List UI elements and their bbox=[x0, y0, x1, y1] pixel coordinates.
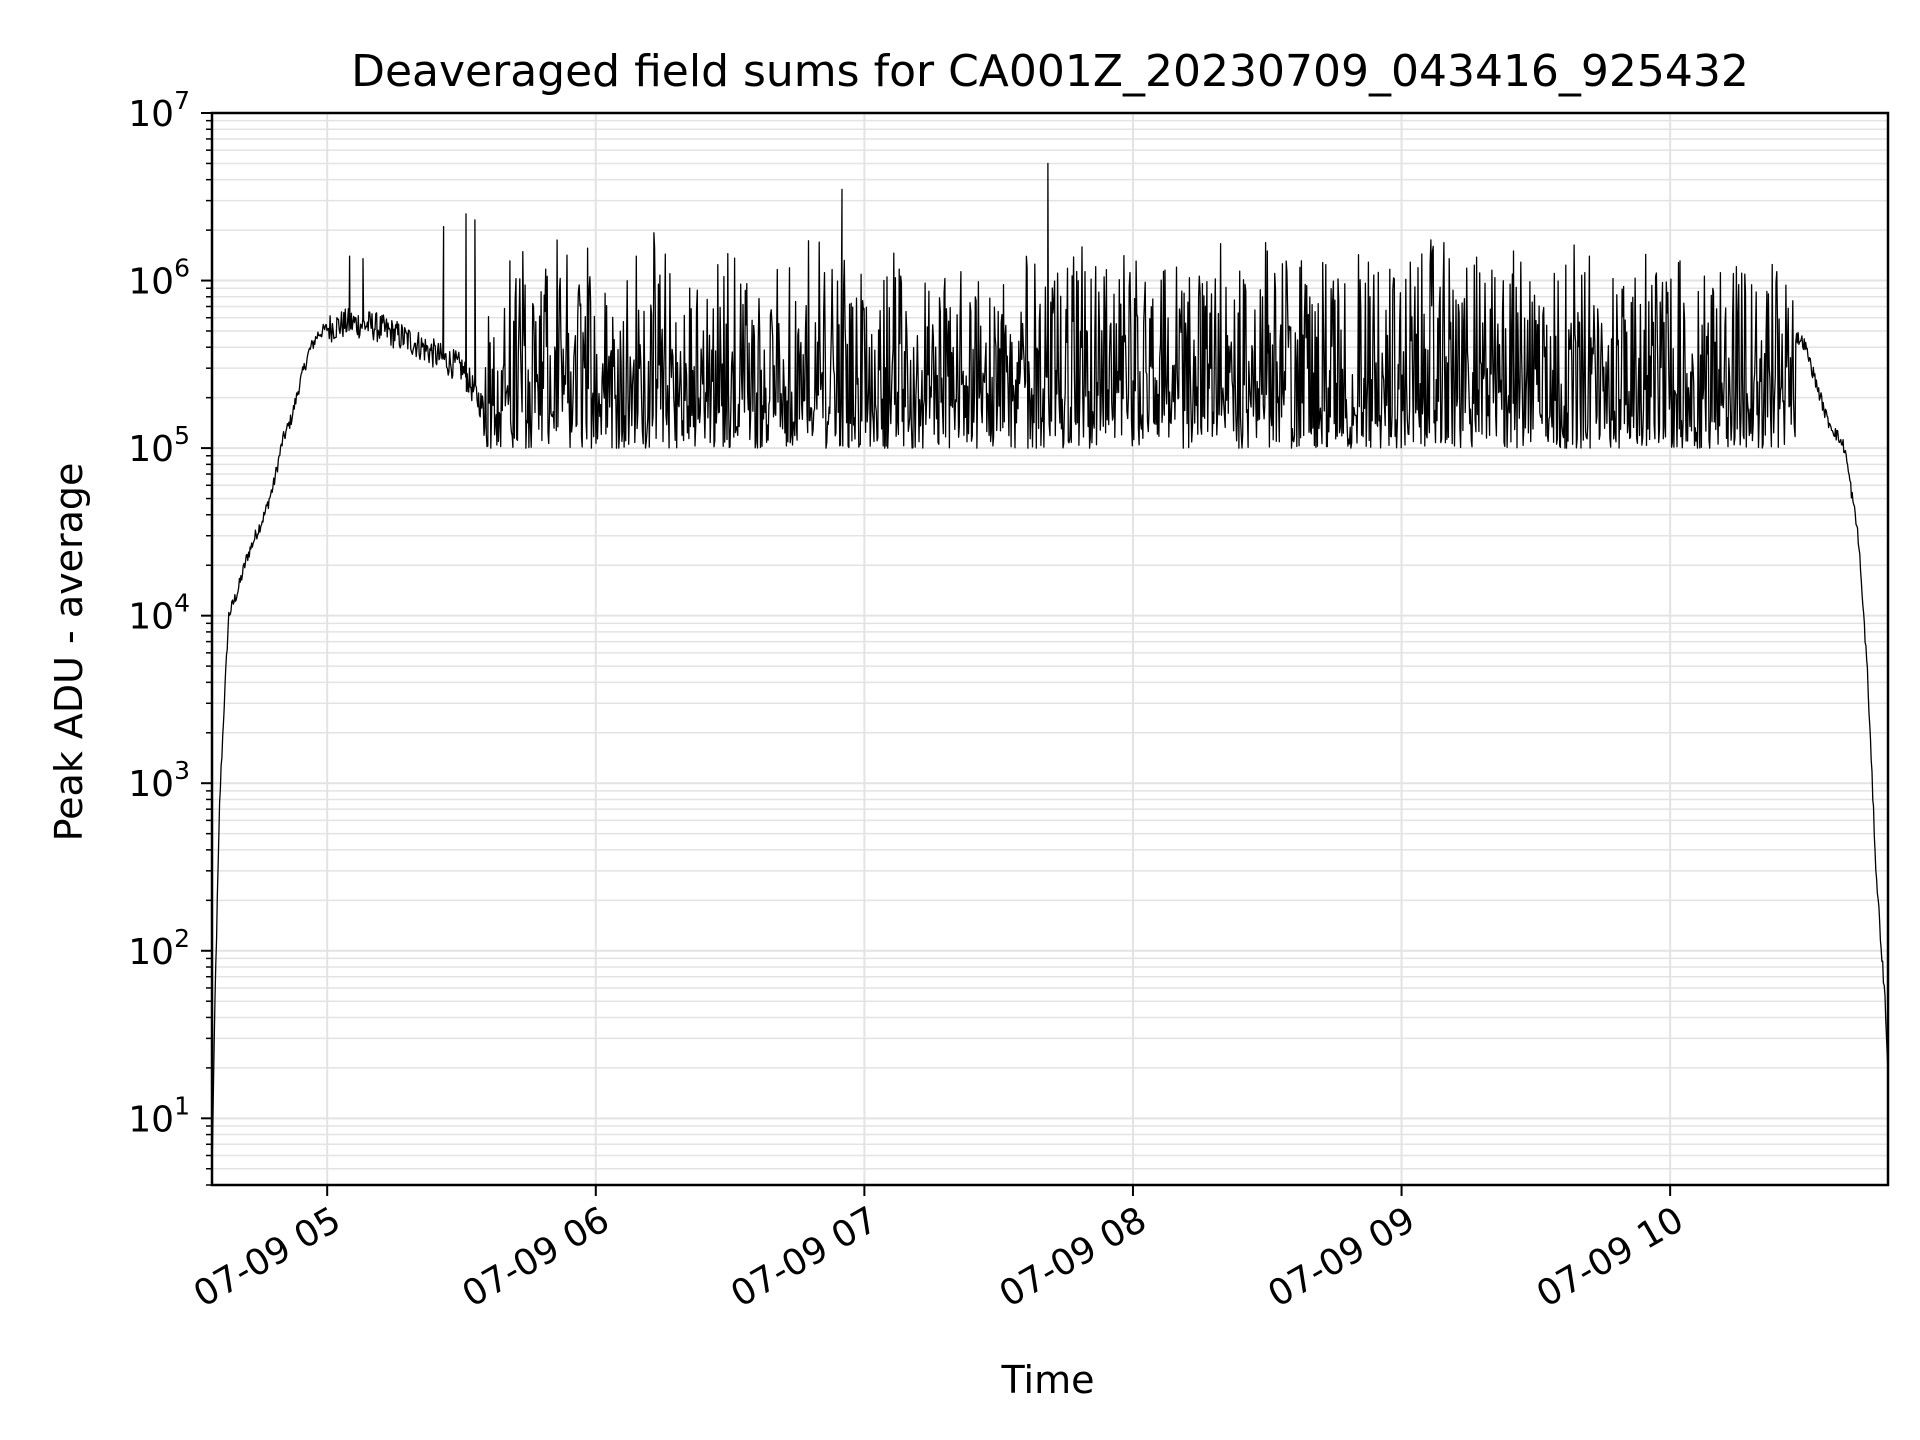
y-tick-label: 105 bbox=[128, 421, 190, 470]
y-tick-label: 102 bbox=[128, 924, 190, 973]
y-tick-label: 103 bbox=[128, 756, 190, 805]
y-tick-label: 104 bbox=[128, 589, 190, 638]
y-axis: 101 102 103 104 105 106 107 bbox=[128, 86, 212, 1186]
series-layer bbox=[211, 162, 1889, 1167]
series-line bbox=[211, 162, 1889, 1167]
y-tick-label: 107 bbox=[128, 86, 190, 135]
x-axis-label: Time bbox=[1001, 1358, 1095, 1402]
y-axis-label: Peak ADU - average bbox=[47, 463, 91, 842]
grid bbox=[212, 112, 1888, 1186]
plot-frame bbox=[210, 111, 1890, 1187]
y-tick-label: 101 bbox=[128, 1091, 190, 1140]
y-tick-label: 106 bbox=[128, 254, 190, 303]
chart-title: Deaveraged field sums for CA001Z_2023070… bbox=[351, 46, 1749, 97]
